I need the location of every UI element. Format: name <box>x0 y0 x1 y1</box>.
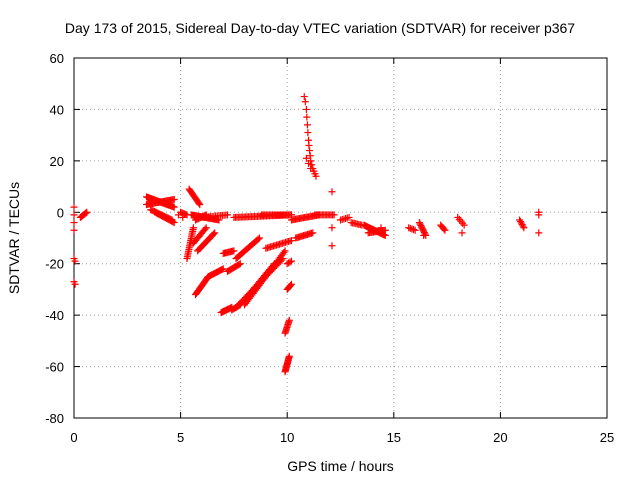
data-point <box>82 209 90 217</box>
data-point <box>236 260 244 268</box>
data-point <box>201 225 209 233</box>
data-point <box>304 129 312 137</box>
data-point <box>308 161 316 169</box>
data-point <box>458 229 466 237</box>
data-point <box>196 201 204 209</box>
data-point <box>421 230 429 238</box>
data-point <box>287 237 295 245</box>
data-point <box>405 224 413 232</box>
data-point <box>287 281 295 289</box>
data-point <box>235 260 243 268</box>
data-point <box>517 219 525 227</box>
x-axis-label: GPS time / hours <box>287 458 394 474</box>
data-point <box>179 213 187 221</box>
data-point <box>330 211 338 219</box>
data-point <box>302 105 310 113</box>
y-tick-label: 40 <box>50 102 64 117</box>
data-point <box>302 154 310 162</box>
data-point <box>285 316 293 324</box>
data-point <box>189 224 197 232</box>
data-point <box>377 224 385 232</box>
x-tick-label: 5 <box>177 430 184 445</box>
data-point <box>170 203 178 211</box>
data-point <box>70 226 78 234</box>
x-tick-label: 0 <box>70 430 77 445</box>
data-point <box>305 159 313 167</box>
data-point <box>535 229 543 237</box>
data-point <box>328 242 336 250</box>
y-tick-label: 20 <box>50 154 64 169</box>
data-point <box>440 225 448 233</box>
data-point <box>381 226 389 234</box>
data-point <box>519 222 527 230</box>
data-point <box>328 224 336 232</box>
data-point <box>219 265 227 273</box>
data-point <box>254 235 262 243</box>
data-point <box>170 195 178 203</box>
x-tick-label: 25 <box>600 430 614 445</box>
data-point <box>410 226 418 234</box>
data-point <box>71 280 79 288</box>
data-point <box>408 225 416 233</box>
data-point <box>70 219 78 227</box>
data-point <box>287 257 295 265</box>
data-point <box>460 221 468 229</box>
data-point <box>309 229 317 237</box>
data-point <box>518 221 526 229</box>
data-point <box>520 224 528 232</box>
data-point <box>71 257 79 265</box>
data-point <box>312 172 320 180</box>
data-point <box>287 280 295 288</box>
data-point <box>328 188 336 196</box>
data-point <box>306 147 314 155</box>
data-point <box>174 211 182 219</box>
data-point <box>286 258 294 266</box>
y-tick-label: -20 <box>45 257 64 272</box>
y-tick-label: -80 <box>45 411 64 426</box>
y-axis-label: SDTVAR / TECUs <box>6 181 22 295</box>
data-point <box>70 203 78 211</box>
data-point <box>202 224 210 232</box>
data-point <box>305 141 313 149</box>
data-point <box>535 211 543 219</box>
data-point <box>170 219 178 227</box>
x-tick-label: 20 <box>493 430 507 445</box>
data-point <box>411 226 419 234</box>
x-tick-label: 15 <box>387 430 401 445</box>
data-point <box>303 121 311 129</box>
data-point <box>210 230 218 238</box>
y-tick-label: 60 <box>50 51 64 66</box>
data-point <box>303 113 311 121</box>
chart-title: Day 173 of 2015, Sidereal Day-to-day VTE… <box>64 20 576 36</box>
data-point <box>169 218 177 226</box>
data-point <box>83 208 91 216</box>
data-point <box>255 234 263 242</box>
data-point <box>230 247 238 255</box>
data-point <box>307 165 315 173</box>
data-point <box>441 226 449 234</box>
data-point <box>345 213 353 221</box>
data-point <box>420 231 428 239</box>
data-point <box>269 261 277 269</box>
data-point <box>285 352 293 360</box>
data-point <box>281 247 289 255</box>
data-point <box>516 218 524 226</box>
plot-frame <box>73 57 608 419</box>
y-tick-label: 0 <box>57 205 64 220</box>
data-point <box>301 98 309 106</box>
data-point <box>211 229 219 237</box>
data-point <box>70 211 78 219</box>
data-point <box>280 248 288 256</box>
x-tick-label: 10 <box>280 430 294 445</box>
data-point <box>195 199 203 207</box>
data-point <box>516 216 524 224</box>
y-tick-label: -60 <box>45 360 64 375</box>
data-point <box>224 211 232 219</box>
y-tick-label: -40 <box>45 308 64 323</box>
data-point <box>406 224 414 232</box>
data-point <box>270 260 278 268</box>
data-point <box>300 93 308 101</box>
